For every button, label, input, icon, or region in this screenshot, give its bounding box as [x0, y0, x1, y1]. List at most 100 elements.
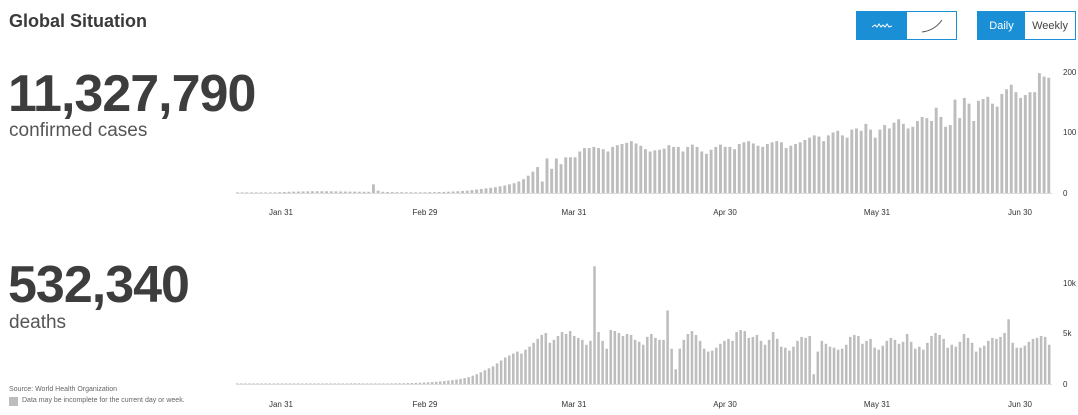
- bar: [986, 96, 990, 193]
- bar: [981, 99, 985, 193]
- bar: [353, 383, 357, 384]
- bar: [962, 97, 966, 193]
- bar: [644, 149, 647, 193]
- bar: [585, 344, 588, 384]
- x-tick-label: Feb 29: [413, 400, 438, 409]
- bar: [544, 332, 548, 384]
- bar: [250, 192, 253, 193]
- bar: [404, 192, 408, 193]
- curve-chart-style-button[interactable]: [907, 12, 956, 39]
- bar: [487, 368, 491, 384]
- bar: [321, 383, 324, 384]
- bar: [516, 351, 519, 384]
- bar: [381, 191, 385, 193]
- weekly-button[interactable]: Weekly: [1025, 12, 1075, 39]
- bar: [857, 335, 860, 384]
- bar: [625, 333, 629, 384]
- bar: [916, 120, 919, 193]
- bar: [953, 99, 957, 193]
- bar: [887, 128, 891, 193]
- bar: [666, 310, 669, 384]
- bar-chart-style-button[interactable]: [857, 12, 907, 39]
- deaths-count: 532,340: [8, 256, 190, 314]
- bar: [264, 192, 268, 193]
- bar: [824, 343, 828, 384]
- bar: [662, 148, 666, 193]
- bar: [747, 141, 751, 193]
- bar: [443, 381, 446, 384]
- bar: [715, 347, 718, 384]
- bar: [357, 191, 361, 193]
- bar: [517, 181, 521, 193]
- bar: [376, 190, 380, 193]
- bar: [761, 146, 765, 193]
- bar: [710, 350, 714, 384]
- bar: [840, 135, 844, 193]
- bar: [382, 383, 385, 384]
- bar: [836, 130, 840, 193]
- bar: [348, 191, 352, 193]
- bar: [339, 191, 343, 193]
- bar: [820, 340, 824, 384]
- bar: [637, 341, 641, 384]
- bar: [597, 148, 601, 193]
- bar: [755, 334, 759, 384]
- bar: [357, 383, 361, 384]
- bar: [905, 333, 909, 384]
- bar: [909, 341, 913, 384]
- bar: [897, 343, 901, 384]
- bar: [662, 339, 665, 384]
- bar: [479, 372, 483, 384]
- bar: [731, 340, 734, 384]
- bar: [367, 191, 371, 193]
- bar: [244, 383, 247, 384]
- bar: [767, 339, 771, 384]
- bar: [288, 383, 292, 384]
- incomplete-data-legend: Data may be incomplete for the current d…: [9, 397, 189, 406]
- y-tick-label: 5k: [1063, 329, 1072, 338]
- bar: [885, 340, 889, 384]
- bar: [719, 343, 722, 384]
- bar: [410, 383, 414, 384]
- bar: [434, 381, 438, 384]
- bar: [418, 192, 422, 193]
- bar: [459, 378, 462, 384]
- bar: [548, 342, 552, 384]
- bar: [878, 129, 882, 193]
- x-tick-label: May 31: [864, 400, 891, 409]
- bar: [859, 130, 863, 193]
- bar: [394, 383, 397, 384]
- confirmed-cases-count: 11,327,790: [8, 65, 256, 123]
- bar: [273, 192, 277, 193]
- bar: [587, 148, 591, 193]
- bar: [252, 383, 255, 384]
- bar: [1015, 347, 1018, 384]
- bar: [789, 145, 793, 193]
- bar: [629, 141, 633, 193]
- bar: [798, 142, 802, 193]
- bar: [343, 191, 347, 193]
- bar: [654, 337, 657, 384]
- bar: [592, 146, 596, 193]
- daily-button[interactable]: Daily: [978, 12, 1026, 39]
- bar: [641, 344, 645, 384]
- bar: [1047, 77, 1051, 193]
- bar: [930, 120, 933, 193]
- bar: [836, 349, 840, 384]
- bar: [926, 342, 929, 384]
- bar: [306, 191, 310, 193]
- bar: [428, 192, 432, 193]
- bar: [552, 339, 556, 384]
- bar: [1028, 92, 1032, 193]
- x-tick-label: May 31: [864, 208, 891, 217]
- bar: [901, 341, 905, 384]
- bar: [465, 190, 469, 193]
- bar: [1023, 345, 1027, 384]
- bar: [911, 126, 915, 193]
- bar: [437, 192, 441, 193]
- x-tick-label: Jun 30: [1008, 208, 1033, 217]
- bar: [451, 191, 455, 193]
- bar: [414, 382, 418, 384]
- bar: [803, 139, 807, 193]
- bar: [390, 192, 394, 193]
